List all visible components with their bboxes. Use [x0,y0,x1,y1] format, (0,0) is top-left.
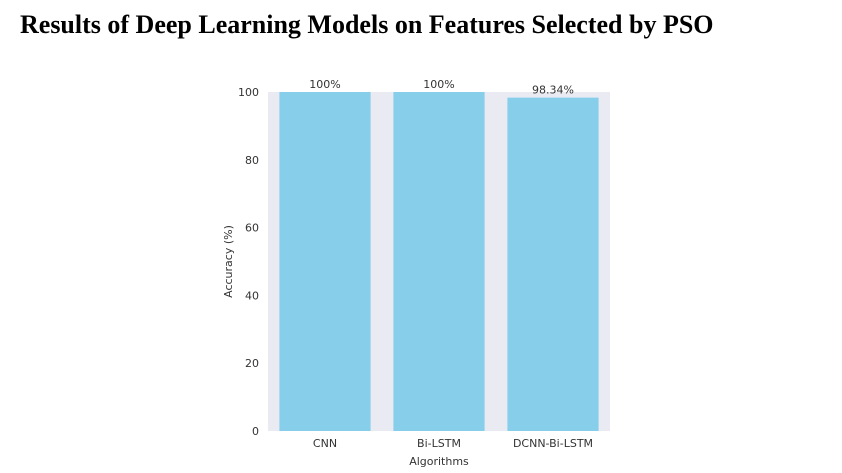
y-axis-ticks: 0 20 40 60 80 100 [238,86,259,438]
x-tick-label: DCNN-Bi-LSTM [513,437,593,450]
bars-group [279,92,599,431]
data-labels: 100% 100% 98.34% [309,78,574,97]
bar-cnn [279,92,371,431]
x-tick-label: Bi-LSTM [417,437,461,450]
x-tick-label: CNN [313,437,337,450]
y-tick-label: 60 [245,222,259,235]
data-label: 98.34% [532,84,574,97]
bar-dcnn-bi-lstm [507,97,599,431]
y-axis-label: Accuracy (%) [222,225,235,298]
y-tick-label: 40 [245,289,259,302]
x-axis-ticks: CNN Bi-LSTM DCNN-Bi-LSTM [313,437,593,450]
page-title: Results of Deep Learning Models on Featu… [20,10,714,39]
data-label: 100% [309,78,340,91]
y-tick-label: 80 [245,154,259,167]
y-tick-label: 0 [252,425,259,438]
bar-bi-lstm [393,92,485,431]
y-tick-label: 20 [245,357,259,370]
x-axis-label: Algorithms [409,455,469,468]
y-tick-label: 100 [238,86,259,99]
data-label: 100% [423,78,454,91]
